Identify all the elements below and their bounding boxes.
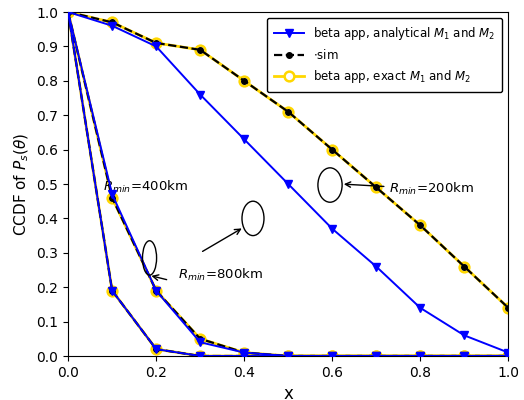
Text: $R_{min}$=200km: $R_{min}$=200km [345,181,474,197]
X-axis label: x: x [283,385,293,400]
Text: $R_{min}$=400km: $R_{min}$=400km [103,179,188,196]
Y-axis label: CCDF of $P_s(\theta)$: CCDF of $P_s(\theta)$ [13,132,31,236]
Legend: beta app, analytical $M_1$ and $M_2$, $\cdot$sim, beta app, exact $M_1$ and $M_2: beta app, analytical $M_1$ and $M_2$, $\… [267,18,503,92]
Text: $R_{min}$=800km: $R_{min}$=800km [178,267,263,283]
